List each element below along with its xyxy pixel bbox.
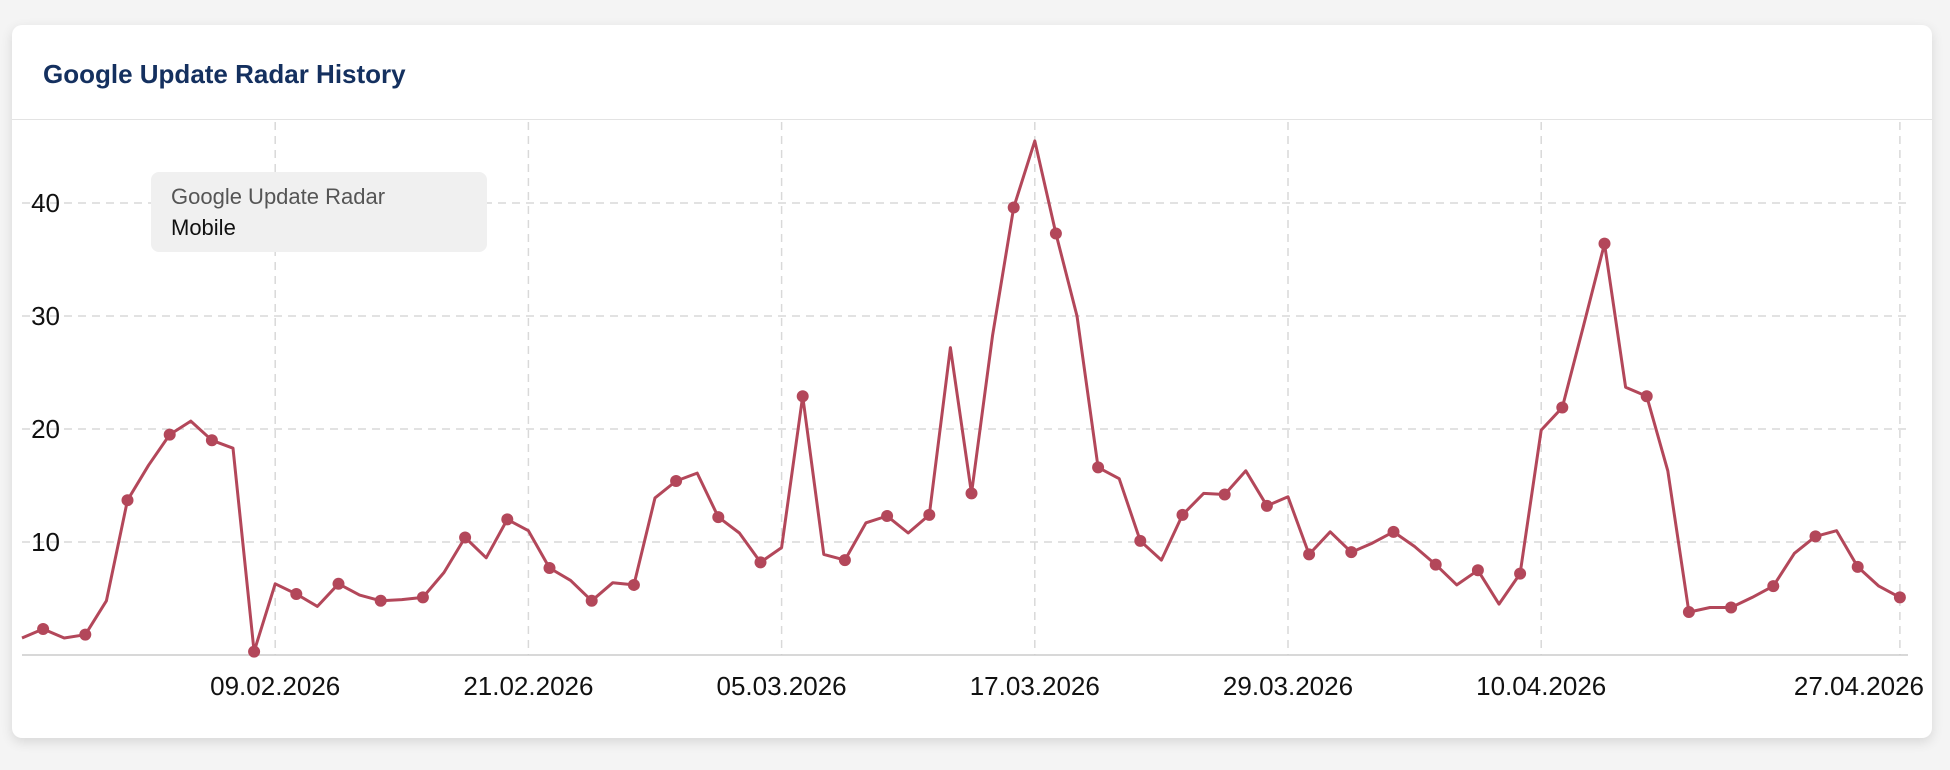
data-point xyxy=(881,510,894,523)
chart-card: Google Update Radar History 10 20 30 40 09.… xyxy=(12,25,1932,738)
data-point xyxy=(501,513,514,526)
data-point xyxy=(374,594,387,607)
data-point xyxy=(1387,525,1400,538)
data-point xyxy=(712,511,725,524)
data-point xyxy=(1893,591,1906,604)
x-tick-label: 09.02.2026 xyxy=(210,671,340,701)
data-point xyxy=(1640,390,1653,403)
y-tick-label: 30 xyxy=(31,301,60,331)
data-point xyxy=(838,554,851,567)
card-title: Google Update Radar History xyxy=(43,59,406,89)
x-axis-ticks: 09.02.2026 21.02.2026 05.03.2026 17.03.2026… xyxy=(210,671,1924,701)
data-point xyxy=(290,587,303,600)
data-point xyxy=(332,577,345,590)
data-point xyxy=(585,594,598,607)
data-point xyxy=(965,487,978,500)
data-point xyxy=(627,578,640,591)
data-point xyxy=(796,390,809,403)
legend: Google Update Radar Mobile xyxy=(151,172,487,252)
x-tick-label: 05.03.2026 xyxy=(717,671,847,701)
data-point xyxy=(543,561,556,574)
data-point xyxy=(1725,601,1738,614)
data-point xyxy=(1303,548,1316,561)
data-point xyxy=(1471,564,1484,577)
legend-subtitle: Mobile xyxy=(171,215,236,240)
data-point xyxy=(1049,227,1062,240)
x-tick-label: 21.02.2026 xyxy=(463,671,593,701)
data-point xyxy=(1176,508,1189,521)
y-axis-ticks: 10 20 30 40 xyxy=(31,188,60,557)
data-point xyxy=(1556,401,1569,414)
data-point xyxy=(1218,488,1231,501)
y-tick-label: 20 xyxy=(31,414,60,444)
data-point xyxy=(163,428,176,441)
y-tick-label: 40 xyxy=(31,188,60,218)
data-point xyxy=(1092,461,1105,474)
data-point xyxy=(923,508,936,521)
x-tick-label: 27.04.2026 xyxy=(1794,671,1924,701)
data-point xyxy=(1134,534,1147,547)
data-point xyxy=(1514,567,1527,580)
data-point xyxy=(121,494,134,507)
data-point xyxy=(1809,530,1822,543)
data-point xyxy=(79,628,92,641)
data-point xyxy=(416,591,429,604)
data-point xyxy=(459,531,472,544)
x-tick-label: 29.03.2026 xyxy=(1223,671,1353,701)
data-point xyxy=(1851,560,1864,573)
data-point xyxy=(1767,580,1780,593)
y-tick-label: 10 xyxy=(31,527,60,557)
x-tick-label: 17.03.2026 xyxy=(970,671,1100,701)
data-point xyxy=(670,474,683,487)
data-point xyxy=(1007,201,1020,214)
data-point xyxy=(205,434,218,447)
data-point xyxy=(248,645,261,658)
card-header: Google Update Radar History xyxy=(12,25,1932,120)
line-chart: 10 20 30 40 09.02.2026 21.02.2026 05.03.2026 1… xyxy=(21,122,1924,701)
data-point xyxy=(1598,237,1611,250)
data-point xyxy=(1260,499,1273,512)
legend-title: Google Update Radar xyxy=(171,184,386,209)
series-markers xyxy=(37,201,1906,658)
data-point xyxy=(1345,546,1358,559)
data-point xyxy=(1682,606,1695,619)
data-point xyxy=(754,556,767,569)
data-point xyxy=(37,623,50,636)
x-tick-label: 10.04.2026 xyxy=(1476,671,1606,701)
data-point xyxy=(1429,558,1442,571)
